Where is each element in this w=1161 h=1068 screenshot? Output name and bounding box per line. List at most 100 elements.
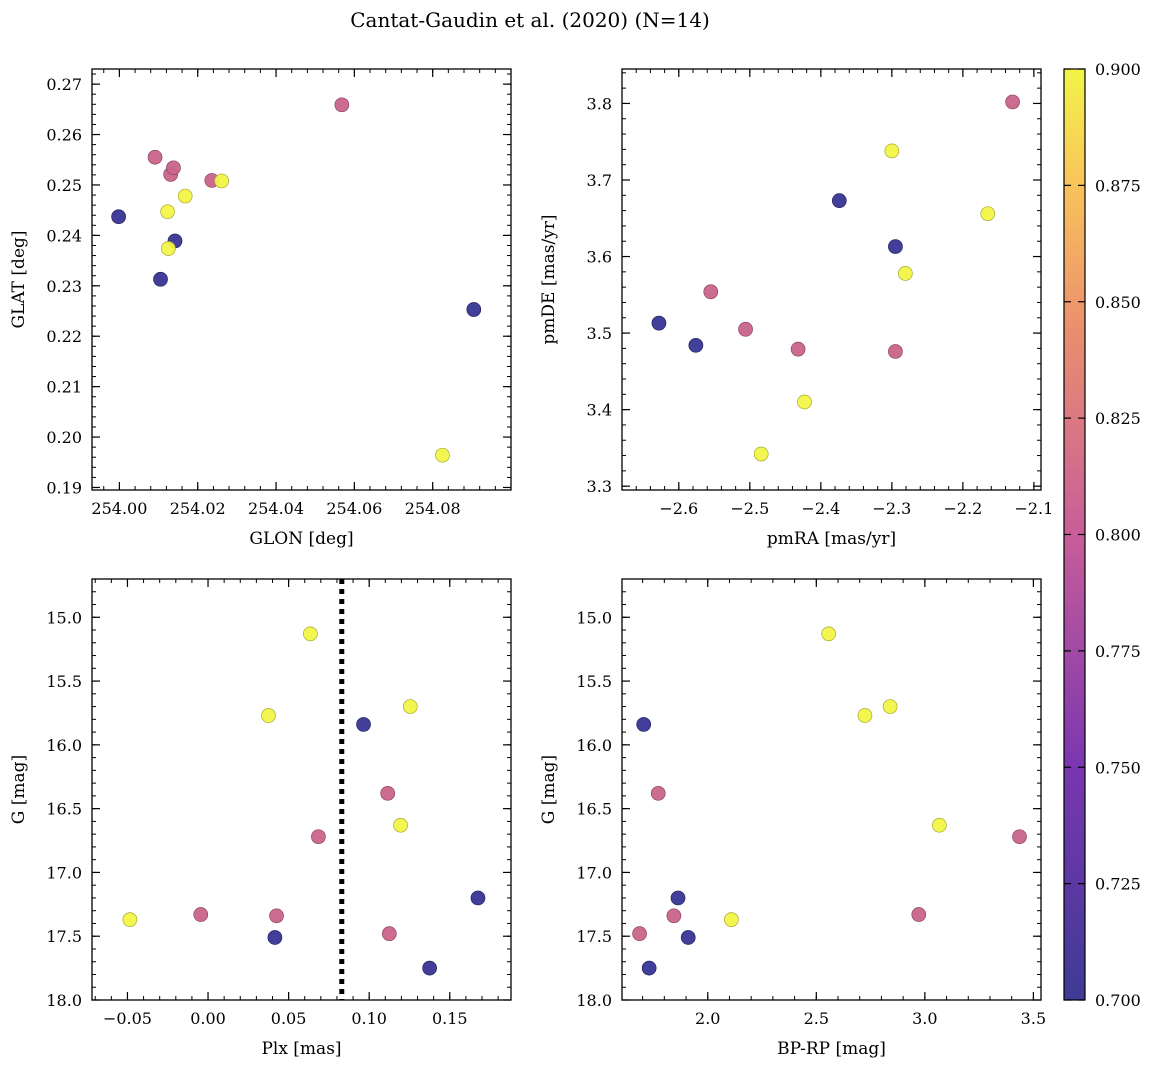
y-tick-label: 3.4 bbox=[587, 401, 612, 420]
y-tick-label: 0.21 bbox=[46, 378, 82, 397]
x-tick-label: −2.5 bbox=[730, 499, 769, 518]
scatter-point bbox=[857, 708, 873, 723]
scatter-point bbox=[435, 447, 450, 463]
scatter-point bbox=[122, 912, 138, 927]
y-tick-label: 3.8 bbox=[587, 94, 612, 113]
y-tick-label: 0.25 bbox=[46, 176, 82, 195]
y-tick-label: 18.0 bbox=[576, 991, 612, 1010]
colorbar-tick-label: 0.825 bbox=[1095, 409, 1141, 428]
colorbar-tick-label: 0.700 bbox=[1095, 991, 1141, 1010]
scatter-point bbox=[821, 626, 837, 642]
x-tick-label: −2.2 bbox=[943, 499, 982, 518]
y-tick-label: 0.24 bbox=[46, 226, 82, 245]
scatter-point bbox=[632, 926, 647, 942]
x-tick-label: 0.05 bbox=[271, 1009, 307, 1028]
x-axis-label: Plx [mas] bbox=[261, 1039, 341, 1059]
x-tick-label: −0.05 bbox=[103, 1009, 152, 1028]
x-tick-label: 3.5 bbox=[1021, 1009, 1046, 1028]
y-axis-label: G [mag] bbox=[9, 755, 29, 824]
scatter-point bbox=[882, 699, 898, 714]
scatter-point bbox=[161, 241, 176, 256]
panel-2: −2.6 −2.5 −2.4 −2.3 −2.2 −2.1 3.3 3.4 3.5 3.6 3.7 3… bbox=[539, 68, 1053, 549]
scatter-point bbox=[393, 817, 408, 833]
axes-frame bbox=[621, 68, 1042, 491]
x-tick-label: 254.06 bbox=[326, 499, 382, 518]
y-tick-label: 15.5 bbox=[46, 672, 82, 691]
colorbar-tick-label: 0.900 bbox=[1095, 60, 1141, 79]
x-axis-label: BP-RP [mag] bbox=[777, 1039, 886, 1059]
scatter-point bbox=[724, 912, 739, 927]
scatter-point bbox=[790, 341, 806, 357]
y-tick-label: 18.0 bbox=[46, 991, 82, 1010]
y-tick-label: 15.0 bbox=[576, 608, 612, 627]
x-tick-label: 254.00 bbox=[91, 499, 147, 518]
scatter-point bbox=[641, 960, 657, 976]
scatter-point bbox=[147, 149, 163, 165]
scatter-point bbox=[177, 188, 193, 204]
y-tick-label: 0.20 bbox=[46, 428, 82, 447]
y-tick-label: 17.0 bbox=[576, 863, 612, 882]
scatter-point bbox=[303, 626, 318, 642]
scatter-point bbox=[703, 284, 719, 300]
colorbar-tick-label: 0.800 bbox=[1095, 526, 1141, 545]
y-tick-label: 17.5 bbox=[46, 927, 82, 946]
scatter-point bbox=[797, 394, 812, 410]
y-axis-label: pmDE [mas/yr] bbox=[539, 214, 559, 344]
scatter-point bbox=[888, 344, 903, 359]
figure-title: Cantat-Gaudin et al. (2020) (N=14) bbox=[350, 8, 710, 32]
y-tick-label: 16.0 bbox=[46, 736, 82, 755]
y-tick-label: 0.19 bbox=[46, 478, 82, 497]
scatter-point bbox=[650, 785, 666, 801]
panel-1: 254.00 254.02 254.04 254.06 254.08 0.19 0.20 0.… bbox=[9, 68, 512, 549]
x-tick-label: 254.02 bbox=[170, 499, 226, 518]
y-tick-label: 16.0 bbox=[576, 736, 612, 755]
colorbar-tick-label: 0.750 bbox=[1095, 758, 1141, 777]
panel-4: 2.0 2.5 3.0 3.5 15.0 15.5 16.0 16.5 17.0 17.5 18.0… bbox=[539, 578, 1046, 1059]
y-tick-label: 3.7 bbox=[587, 171, 612, 190]
scatter-point bbox=[111, 209, 126, 225]
y-axis-label: G [mag] bbox=[539, 755, 559, 824]
x-tick-label: 254.04 bbox=[248, 499, 304, 518]
x-tick-label: 2.0 bbox=[695, 1009, 720, 1028]
colorbar: 0.700 0.725 0.750 0.775 0.800 0.825 0.850 0.875… bbox=[1063, 60, 1141, 1010]
panels: 254.00 254.02 254.04 254.06 254.08 0.19 0.20 0.… bbox=[9, 68, 1053, 1059]
scatter-point bbox=[651, 315, 667, 331]
scatter-point bbox=[311, 829, 326, 845]
scatter-point bbox=[1012, 829, 1027, 845]
y-tick-label: 16.5 bbox=[46, 800, 82, 819]
x-tick-label: 0.00 bbox=[190, 1009, 226, 1028]
x-tick-label: 254.08 bbox=[405, 499, 461, 518]
scatter-point bbox=[402, 699, 418, 714]
x-tick-label: −2.1 bbox=[1014, 499, 1053, 518]
scatter-point bbox=[666, 908, 682, 924]
x-tick-label: 0.15 bbox=[432, 1009, 468, 1028]
scatter-point bbox=[160, 204, 175, 220]
scatter-point bbox=[753, 446, 769, 462]
scatter-point bbox=[422, 960, 437, 976]
scatter-point bbox=[831, 193, 847, 209]
colorbar-tick-label: 0.875 bbox=[1095, 176, 1141, 195]
scatter-point bbox=[980, 206, 996, 222]
scatter-point bbox=[670, 890, 686, 906]
scatter-point bbox=[1005, 94, 1020, 110]
x-tick-label: −2.6 bbox=[659, 499, 698, 518]
scatter-point bbox=[688, 337, 704, 353]
scatter-point bbox=[267, 930, 283, 945]
colorbar-tick-label: 0.775 bbox=[1095, 642, 1141, 661]
scatter-point bbox=[738, 321, 753, 337]
y-axis-label: GLAT [deg] bbox=[9, 230, 29, 328]
y-tick-label: 0.27 bbox=[46, 75, 82, 94]
y-tick-label: 3.6 bbox=[587, 248, 612, 267]
axes-frame bbox=[621, 578, 1042, 1001]
y-tick-label: 3.5 bbox=[587, 324, 612, 343]
scatter-point bbox=[193, 907, 209, 922]
x-tick-label: 2.5 bbox=[804, 1009, 829, 1028]
y-tick-label: 0.23 bbox=[46, 277, 82, 296]
scatter-point bbox=[884, 143, 900, 159]
scatter-point bbox=[466, 302, 482, 317]
y-tick-label: 15.0 bbox=[46, 608, 82, 627]
scatter-point bbox=[356, 717, 371, 732]
y-tick-label: 15.5 bbox=[576, 672, 612, 691]
scatter-point bbox=[380, 785, 396, 801]
y-tick-label: 16.5 bbox=[576, 800, 612, 819]
